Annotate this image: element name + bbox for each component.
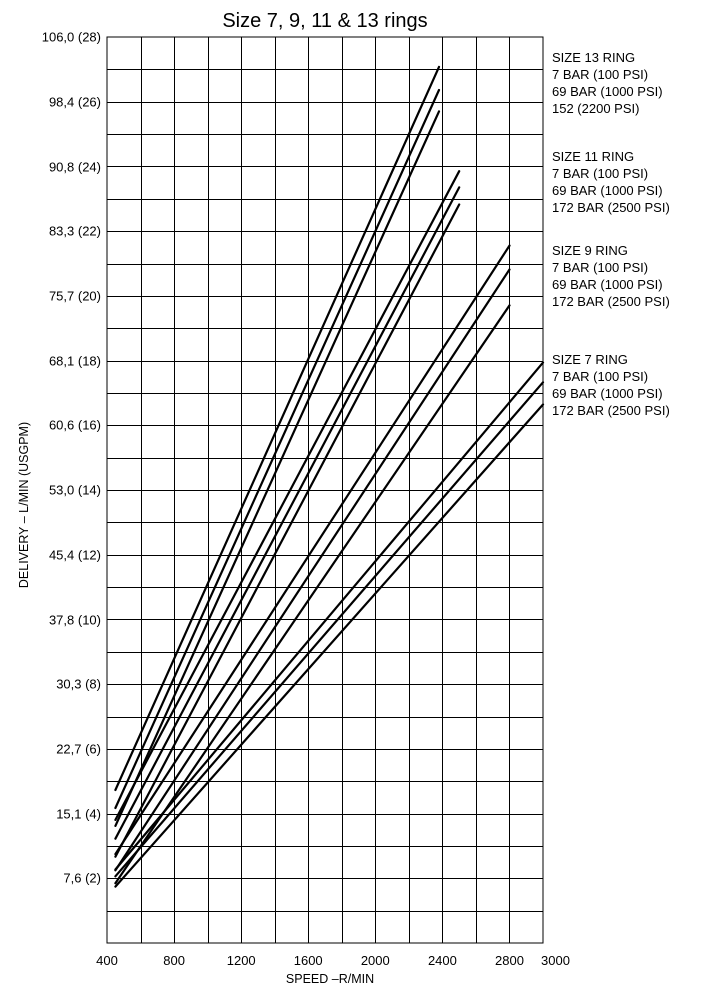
- x-tick-label: 800: [163, 953, 185, 968]
- y-tick-label: 15,1 (4): [56, 806, 101, 821]
- series-line-12: [114, 403, 545, 888]
- legend-entry: 7 BAR (100 PSI): [552, 166, 648, 181]
- x-axis-label: SPEED –R/MIN: [286, 972, 374, 986]
- series-line-8: [114, 268, 511, 872]
- legend-heading: SIZE 13 RING: [552, 50, 635, 65]
- legend-entry: 7 BAR (100 PSI): [552, 260, 648, 275]
- y-axis-ticks: 7,6 (2) 15,1 (4) 22,7 (6) 30,3 (8) 37,8 (10)…: [42, 30, 101, 886]
- legend-entry: 69 BAR (1000 PSI): [552, 386, 663, 401]
- legend-heading: SIZE 9 RING: [552, 243, 628, 258]
- chart-title: Size 7, 9, 11 & 13 rings: [222, 10, 427, 32]
- legend: SIZE 13 RING 7 BAR (100 PSI) 69 BAR (1000 …: [552, 50, 670, 418]
- legend-heading: SIZE 11 RING: [552, 149, 634, 164]
- x-tick-label: 2400: [428, 953, 457, 968]
- series-line-10: [114, 361, 545, 871]
- y-tick-label: 98,4 (26): [49, 95, 101, 110]
- legend-group: SIZE 7 RING 7 BAR (100 PSI) 69 BAR (1000 P…: [552, 352, 670, 418]
- y-axis-label: DELIVERY – L/MIN (USGPM): [17, 422, 31, 588]
- legend-entry: 172 BAR (2500 PSI): [552, 403, 670, 418]
- x-tick-label: 1200: [227, 953, 256, 968]
- legend-entry: 172 BAR (2500 PSI): [552, 294, 670, 309]
- legend-group: SIZE 11 RING 7 BAR (100 PSI) 69 BAR (1000 …: [552, 149, 670, 215]
- legend-group: SIZE 13 RING 7 BAR (100 PSI) 69 BAR (1000 …: [552, 50, 663, 116]
- legend-entry: 152 (2200 PSI): [552, 101, 639, 116]
- series-line-1: [114, 65, 441, 792]
- legend-entry: 69 BAR (1000 PSI): [552, 183, 663, 198]
- y-tick-label: 106,0 (28): [42, 30, 101, 45]
- legend-entry: 7 BAR (100 PSI): [552, 67, 648, 82]
- y-tick-label: 45,4 (12): [49, 548, 101, 563]
- y-tick-label: 90,8 (24): [49, 159, 101, 174]
- x-tick-label: 400: [96, 953, 118, 968]
- y-tick-label: 68,1 (18): [49, 353, 101, 368]
- legend-heading: SIZE 7 RING: [552, 352, 628, 367]
- y-tick-label: 60,6 (16): [49, 418, 101, 433]
- series-line-9: [114, 304, 511, 885]
- y-tick-label: 30,3 (8): [56, 677, 101, 692]
- y-tick-label: 53,0 (14): [49, 483, 101, 498]
- series-lines: [114, 65, 545, 888]
- series-line-4: [114, 170, 461, 822]
- series-line-2: [114, 88, 441, 810]
- series-line-7: [114, 244, 511, 856]
- series-line-3: [114, 110, 441, 828]
- legend-entry: 172 BAR (2500 PSI): [552, 200, 670, 215]
- y-tick-label: 37,8 (10): [49, 612, 101, 627]
- legend-group: SIZE 9 RING 7 BAR (100 PSI) 69 BAR (1000 P…: [552, 243, 670, 309]
- x-axis-ticks: 400 800 1200 1600 2000 2400 2800 3000: [96, 953, 570, 968]
- series-line-5: [114, 186, 461, 840]
- y-tick-label: 22,7 (6): [56, 742, 101, 757]
- x-tick-label: 1600: [294, 953, 323, 968]
- x-tick-label: 2800: [495, 953, 524, 968]
- x-tick-label: 3000: [541, 953, 570, 968]
- x-tick-label: 2000: [361, 953, 390, 968]
- plot-grid: [106, 36, 544, 944]
- y-tick-label: 7,6 (2): [63, 871, 101, 886]
- y-tick-label: 75,7 (20): [49, 289, 101, 304]
- legend-entry: 69 BAR (1000 PSI): [552, 277, 663, 292]
- y-tick-label: 83,3 (22): [49, 224, 101, 239]
- series-line-6: [114, 203, 461, 858]
- legend-entry: 69 BAR (1000 PSI): [552, 84, 663, 99]
- series-line-11: [114, 381, 545, 878]
- legend-entry: 7 BAR (100 PSI): [552, 369, 648, 384]
